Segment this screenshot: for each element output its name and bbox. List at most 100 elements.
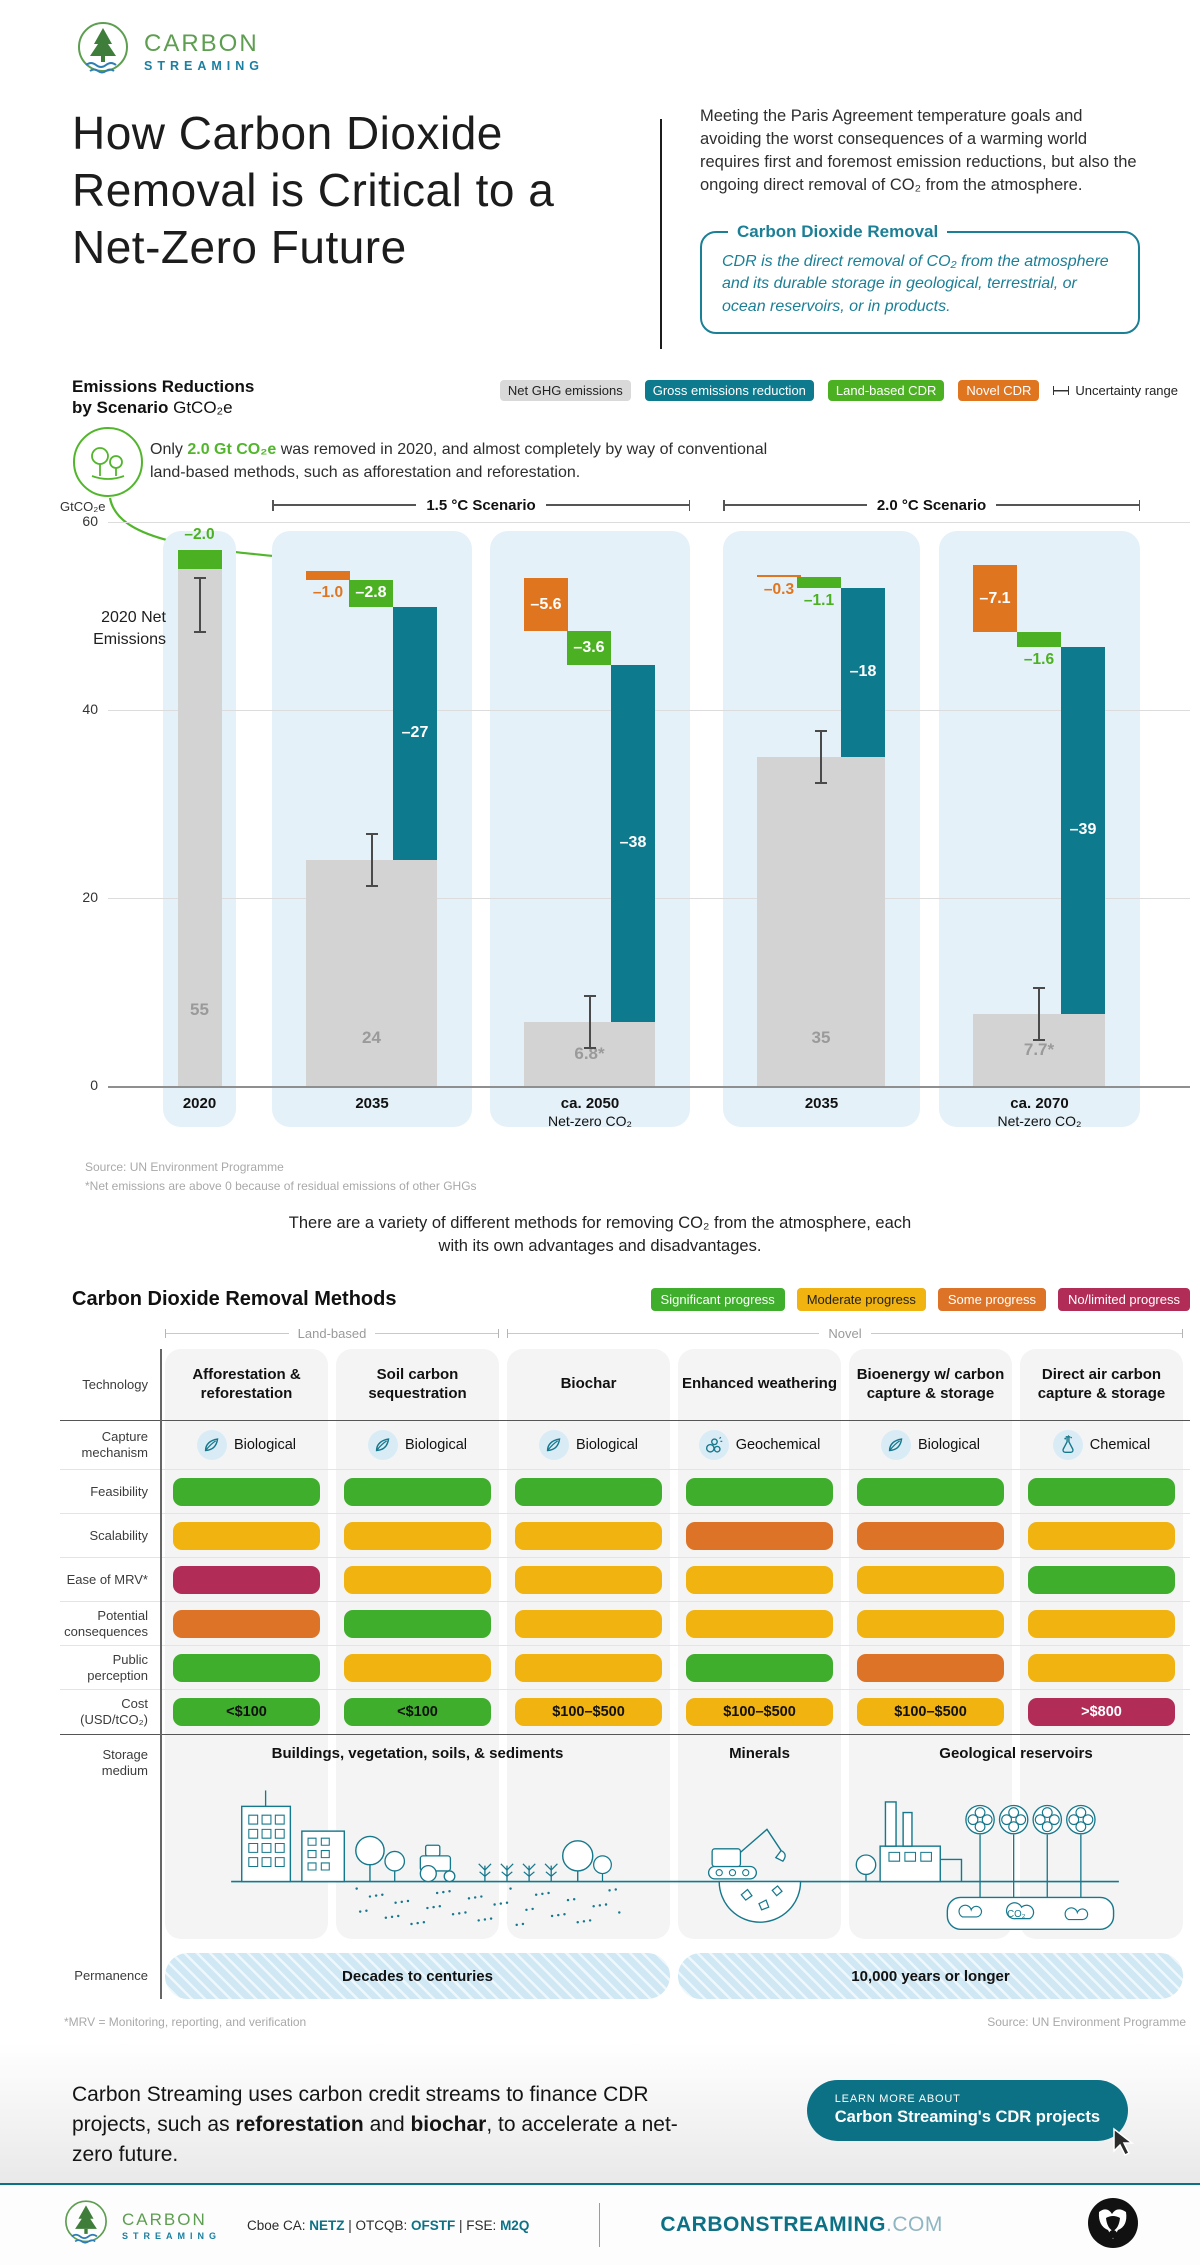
- scalability-cell-2: [507, 1521, 670, 1550]
- capture-mechanism: Chemical: [1052, 1430, 1150, 1460]
- feasibility-cell-1: [336, 1477, 499, 1506]
- scalability-cell-3: [678, 1521, 841, 1550]
- bracket-cap: [272, 499, 274, 511]
- capture-mechanism: Biological: [367, 1430, 467, 1460]
- rating-pill-moderate: [1028, 1653, 1175, 1682]
- scalability-cell-5: [1020, 1521, 1183, 1550]
- ticker-code: OFSTF: [411, 2217, 456, 2233]
- segment-value-label: –1.0: [312, 584, 344, 602]
- x-axis-label-0: 2020: [163, 1095, 236, 1112]
- cost-cell-4: $100–$500: [849, 1698, 1012, 1726]
- method-column-bg-4: [849, 1349, 1012, 1939]
- chart-legend: Net GHG emissions Gross emissions reducti…: [499, 376, 1178, 401]
- technology-cell-2: Biochar: [507, 1366, 670, 1404]
- mrv-cell-4: [849, 1565, 1012, 1594]
- row-label-permanence: Permanence: [74, 1968, 148, 1984]
- mrv-cell-5: [1020, 1565, 1183, 1594]
- methods-title: Carbon Dioxide Removal Methods: [72, 1288, 397, 1310]
- emissions-chart: 0 20 40 60 GtCO₂e 1.5 °C Scenario 2.0 °C Scena…: [60, 495, 1190, 1145]
- technology-name: Soil carbon sequestration: [368, 1365, 467, 1402]
- feasibility-cell-5: [1020, 1477, 1183, 1506]
- uncertainty-cap: [1033, 1038, 1045, 1041]
- rating-pill-moderate: [344, 1521, 491, 1550]
- removal-2020-note-text: 2.0 Gt CO₂e: [187, 441, 277, 458]
- bar-novel-2: –5.6: [524, 578, 568, 632]
- scalability-cell-4: [849, 1521, 1012, 1550]
- group-bracket-0: Land-based: [165, 1326, 500, 1341]
- technology-name: Bioenergy w/ carbon capture & storage: [856, 1365, 1005, 1402]
- segment-value-label: –2.0: [184, 526, 215, 544]
- technology-cell-0: Afforestation & reforestation: [165, 1366, 328, 1404]
- x-axis-label-1: 2035: [272, 1095, 472, 1112]
- bracket-cap: [165, 1328, 166, 1338]
- row-label-cost: Cost (USD/tCO₂): [80, 1696, 148, 1727]
- progress-legend-moderate: Moderate progress: [796, 1288, 926, 1311]
- legend-gross: Gross emissions reduction: [644, 380, 814, 401]
- intro-paragraph: Meeting the Paris Agreement temperature …: [700, 107, 1137, 195]
- segment-value-label: –0.3: [763, 581, 795, 599]
- segment-value-label: –3.6: [573, 638, 605, 656]
- bracket-line: [870, 1332, 1182, 1334]
- x-axis-label-3: 2035: [723, 1095, 920, 1112]
- mechanism-label: Geochemical: [735, 1437, 821, 1453]
- rating-pill-moderate: [1028, 1521, 1175, 1550]
- bar-novel-4: –7.1: [973, 565, 1017, 632]
- cost-cell-0: <$100: [165, 1698, 328, 1726]
- uncertainty-cap: [815, 730, 827, 732]
- consequences-cell-4: [849, 1609, 1012, 1638]
- scalability-cell-0: [165, 1521, 328, 1550]
- consequences-cell-3: [678, 1609, 841, 1638]
- rating-pill-moderate: [344, 1565, 491, 1594]
- bracket-line: [273, 504, 417, 506]
- rating-pill-moderate: [173, 1521, 320, 1550]
- storage-span-1: Minerals: [729, 1745, 790, 1762]
- feasibility-cell-3: [678, 1477, 841, 1506]
- rating-pill-moderate: [857, 1565, 1004, 1594]
- x-label-year: 2035: [804, 1095, 839, 1112]
- technology-cell-1: Soil carbon sequestration: [336, 1366, 499, 1404]
- cta-text-segment: Carbon Streaming uses carbon credit stre…: [72, 2083, 649, 2136]
- segment-value-label: –7.1: [979, 589, 1011, 607]
- x-label-netzero: Net-zero CO₂: [997, 1113, 1082, 1129]
- website-link[interactable]: CARBONSTREAMING.COM: [660, 2213, 943, 2236]
- leaf-icon: [367, 1430, 398, 1460]
- learn-more-button[interactable]: LEARN MORE ABOUT Carbon Streaming's CDR …: [806, 2080, 1135, 2157]
- x-axis-label-4: ca. 2070 Net-zero CO₂: [939, 1095, 1140, 1129]
- mrv-cell-2: [507, 1565, 670, 1594]
- bracket-line: [545, 504, 689, 506]
- svg-text:CO₂: CO₂: [1007, 1909, 1026, 1920]
- scenario-label: 2.0 °C Scenario: [876, 496, 987, 514]
- uncertainty-bar-4: [1038, 986, 1040, 1041]
- chart-header: Emissions Reductions by Scenario GtCO₂e …: [72, 376, 1178, 419]
- uncertainty-bar-2: [588, 995, 591, 1050]
- tree-icon: [72, 18, 134, 85]
- gridline-60: [108, 522, 1190, 523]
- methods-table: Technology Afforestation & reforestation S…: [60, 1349, 1190, 1999]
- capture-cell-3: Geochemical: [678, 1430, 841, 1460]
- ytick-60: 60: [82, 513, 98, 529]
- legend-novel: Novel CDR: [958, 380, 1040, 401]
- tree-icon: [60, 2197, 112, 2254]
- flask-icon: [1052, 1430, 1083, 1460]
- permanence-row: Permanence Decades to centuries 10,000 yea…: [60, 1953, 1190, 1999]
- permanence-pill-1: 10,000 years or longer: [678, 1953, 1183, 1999]
- leaf-icon: [538, 1430, 569, 1460]
- storage-illustration: CO₂: [165, 1771, 1185, 1944]
- rating-pill-significant: [173, 1477, 320, 1506]
- bar-net-2035: [757, 757, 885, 1086]
- feasibility-cell-0: [165, 1477, 328, 1506]
- row-cells: [165, 1477, 1183, 1506]
- removal-2020-note: Only 2.0 Gt CO₂e was removed in 2020, an…: [150, 438, 770, 484]
- progress-legend: Significant progress Moderate progress Som…: [650, 1288, 1190, 1311]
- bracket-cap: [498, 1328, 500, 1338]
- bar-land-4: [1017, 631, 1061, 647]
- rating-pill-moderate: [515, 1609, 662, 1638]
- bracket-line: [375, 1332, 499, 1334]
- cta-text-segment: reforestation: [235, 2112, 364, 2136]
- row-label-capture: Capture mechanism: [81, 1429, 148, 1460]
- mrv-cell-1: [336, 1565, 499, 1594]
- x-label-netzero: Net-zero CO₂: [547, 1113, 632, 1129]
- bracket-cap: [507, 1328, 508, 1338]
- capture-cell-4: Biological: [849, 1430, 1012, 1460]
- capture-mechanism: Biological: [538, 1430, 638, 1460]
